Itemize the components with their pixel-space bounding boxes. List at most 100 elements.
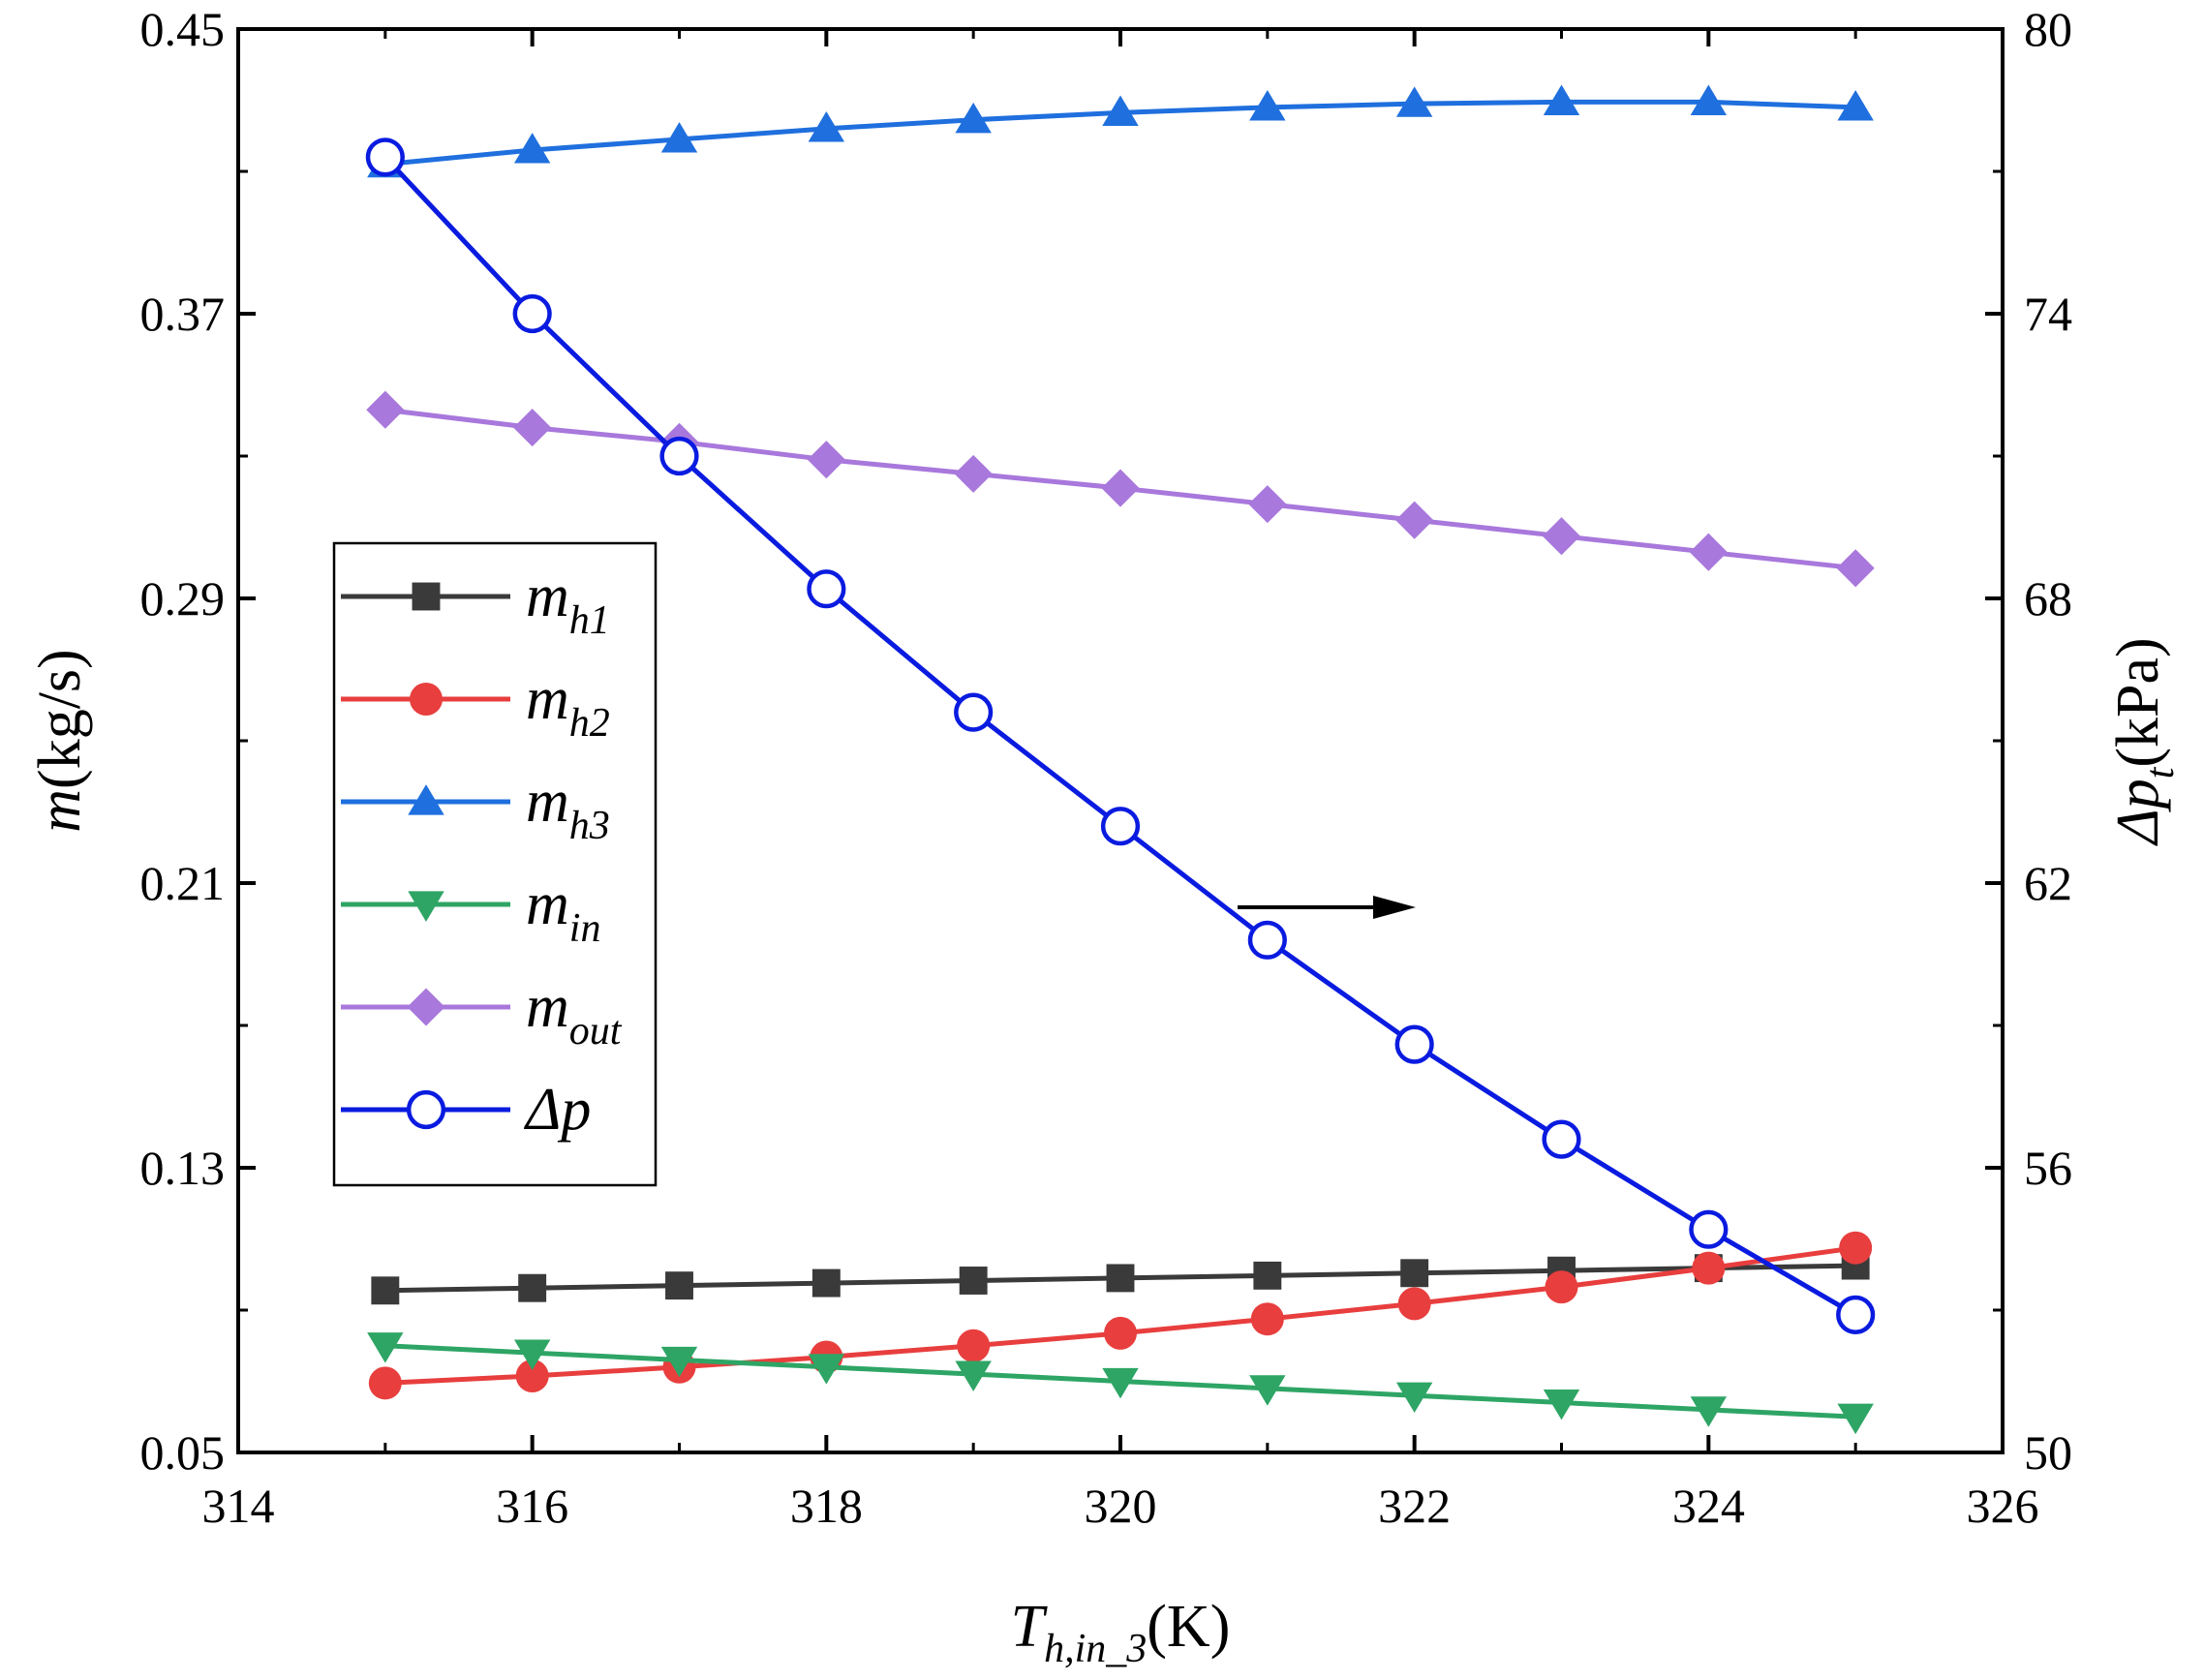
data-point [660, 1346, 698, 1378]
data-point [959, 1267, 988, 1295]
legend-entry: mout [341, 974, 623, 1054]
data-point [518, 1273, 547, 1302]
data-point [1689, 533, 1728, 571]
y-right-tick-label: 56 [2024, 1141, 2072, 1195]
legend-label: mh3 [526, 769, 610, 848]
y-left-tick-label: 0.45 [140, 2, 226, 56]
data-point [1837, 90, 1874, 121]
data-point [371, 1276, 400, 1305]
series-min-3 [367, 1332, 1874, 1435]
data-point [1543, 1389, 1580, 1420]
data-point [512, 293, 552, 334]
data-point [807, 441, 845, 479]
series-p-5 [365, 137, 1876, 1335]
data-point [1397, 1287, 1431, 1321]
legend-entry: mh3 [341, 769, 610, 848]
data-point [513, 409, 552, 447]
data-point [1837, 1403, 1874, 1435]
data-point [957, 1329, 991, 1362]
data-point [1395, 1382, 1433, 1414]
legend-marker [408, 784, 444, 815]
y-right-tick-label: 74 [2024, 287, 2072, 341]
y-left-tick-label: 0.05 [140, 1425, 226, 1480]
series-mh2-1 [368, 1231, 1873, 1400]
data-point [955, 102, 992, 134]
legend-label: mout [526, 974, 623, 1054]
legend-marker [410, 683, 443, 716]
data-point [955, 1360, 992, 1391]
x-tick-label: 324 [1672, 1479, 1745, 1533]
data-point [1692, 1251, 1726, 1285]
y-right-tick-label: 62 [2024, 856, 2072, 910]
data-point [1106, 1264, 1135, 1293]
data-point [1836, 1295, 1876, 1335]
legend-entry: mh2 [341, 666, 610, 746]
data-point [1249, 90, 1286, 121]
y-right-tick-label: 80 [2024, 2, 2072, 56]
legend-label: mh1 [526, 564, 610, 643]
data-point [513, 1339, 551, 1370]
plot-area-frame [236, 27, 2005, 1454]
legend-label: min [526, 871, 600, 951]
right-axis-arrow-annotation [1238, 896, 1416, 919]
y-right-tick-label: 68 [2024, 571, 2072, 626]
data-point [1395, 86, 1433, 117]
series-mout-4 [366, 390, 1875, 588]
data-point [807, 569, 846, 609]
legend-label: Δp [523, 1077, 591, 1143]
legend-entry: mh1 [341, 564, 610, 643]
data-point [1247, 920, 1287, 960]
data-point [954, 454, 993, 493]
data-point [1542, 1119, 1581, 1159]
data-point [1836, 549, 1875, 588]
y-left-tick-label: 0.37 [140, 287, 226, 341]
series-mh3-2 [367, 84, 1874, 178]
data-point [1104, 1316, 1137, 1350]
data-point [1250, 1302, 1284, 1336]
data-point [811, 1268, 841, 1298]
x-tick-label: 316 [496, 1479, 568, 1533]
data-point [515, 1359, 549, 1392]
data-point [1689, 1209, 1729, 1249]
data-point [1102, 95, 1139, 126]
legend-marker [406, 1089, 446, 1130]
data-point [367, 1332, 404, 1363]
y-axis-right-ticks: 50 56 62 68 74 80 [1985, 2, 2072, 1480]
legend-entry: min [341, 871, 600, 951]
data-point [1248, 485, 1287, 524]
data-point [1253, 1261, 1282, 1290]
data-point [808, 1354, 845, 1385]
legend-marker [412, 582, 441, 611]
x-axis-ticks: 314 316 318 320 322 324 326 [202, 29, 2039, 1533]
x-tick-label: 318 [790, 1479, 863, 1533]
legend-label: mh2 [526, 666, 610, 746]
series-layer [365, 84, 1876, 1435]
data-point [1249, 1375, 1286, 1406]
data-point [659, 436, 699, 476]
x-tick-label: 314 [202, 1479, 275, 1533]
y-axis-right-title: Δpt(kPa) [2105, 637, 2183, 846]
legend: mh1 mh2 mh3 min mout Δp [332, 541, 658, 1187]
y-left-tick-label: 0.21 [140, 856, 226, 910]
data-point [1690, 84, 1728, 115]
data-point [660, 122, 698, 153]
data-point [1839, 1231, 1873, 1265]
data-point [1400, 1259, 1429, 1288]
data-point [368, 1366, 402, 1400]
data-point [365, 137, 405, 177]
data-point [1690, 1396, 1728, 1427]
y-right-tick-label: 50 [2024, 1425, 2072, 1480]
legend-frame [332, 541, 658, 1187]
x-tick-label: 326 [1967, 1479, 2039, 1533]
data-point [1100, 807, 1141, 846]
y-left-tick-label: 0.13 [140, 1141, 226, 1195]
legend-entry: Δp [341, 1077, 591, 1143]
data-point [1102, 1367, 1139, 1399]
data-point [665, 1271, 693, 1300]
data-point [1101, 469, 1140, 507]
data-point [954, 692, 994, 732]
data-point [1394, 1024, 1434, 1064]
data-point [366, 390, 405, 429]
legend-marker [408, 891, 444, 922]
